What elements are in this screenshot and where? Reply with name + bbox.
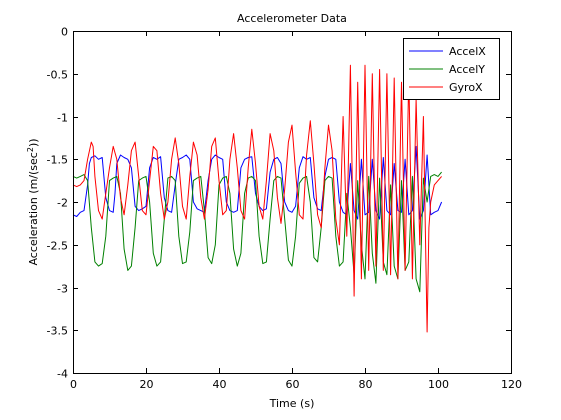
x-axis: 0 20 40 60 80 100 120 (70, 31, 522, 391)
x-tick-label: 100 (428, 378, 449, 391)
series-line-accely (72, 171, 442, 293)
x-tick-label: 20 (140, 378, 154, 391)
x-tick-label: 80 (359, 378, 373, 391)
legend-label-accelx: AccelX (449, 45, 486, 58)
x-tick-label: 40 (213, 378, 227, 391)
y-tick-label: -0.5 (47, 69, 68, 82)
y-tick-label: -2.5 (47, 240, 68, 253)
y-axis-label: Acceleration (m/(sec2)) (26, 138, 41, 265)
x-tick-label: 0 (70, 378, 77, 391)
y-tick-label: -3 (57, 283, 68, 296)
y-tick-label: -1.5 (47, 154, 68, 167)
legend-label-gyrox: GyroX (449, 81, 483, 94)
y-tick-label: -2 (57, 197, 68, 210)
legend-label-accely: AccelY (449, 63, 485, 76)
y-tick-label: -1 (57, 112, 68, 125)
legend: AccelX AccelY GyroX (403, 38, 500, 100)
x-tick-label: 120 (501, 378, 522, 391)
y-axis: 0 -0.5 -1 -1.5 -2 -2.5 -3 -3.5 -4 (47, 26, 511, 381)
y-tick-label: -4 (57, 368, 68, 381)
chart-title: Accelerometer Data (237, 12, 347, 25)
y-axis-label-superscript: 2 (26, 147, 35, 152)
y-axis-label-main: Acceleration (m/(sec (27, 152, 40, 265)
y-tick-label: -3.5 (47, 325, 68, 338)
x-tick-label: 60 (286, 378, 300, 391)
series-line-gyrox (72, 64, 442, 333)
x-axis-label: Time (s) (269, 397, 315, 410)
y-tick-label: 0 (61, 26, 68, 39)
series-line-accelx (72, 145, 443, 220)
series-layer (72, 64, 443, 333)
y-axis-label-end: )) (27, 138, 40, 147)
